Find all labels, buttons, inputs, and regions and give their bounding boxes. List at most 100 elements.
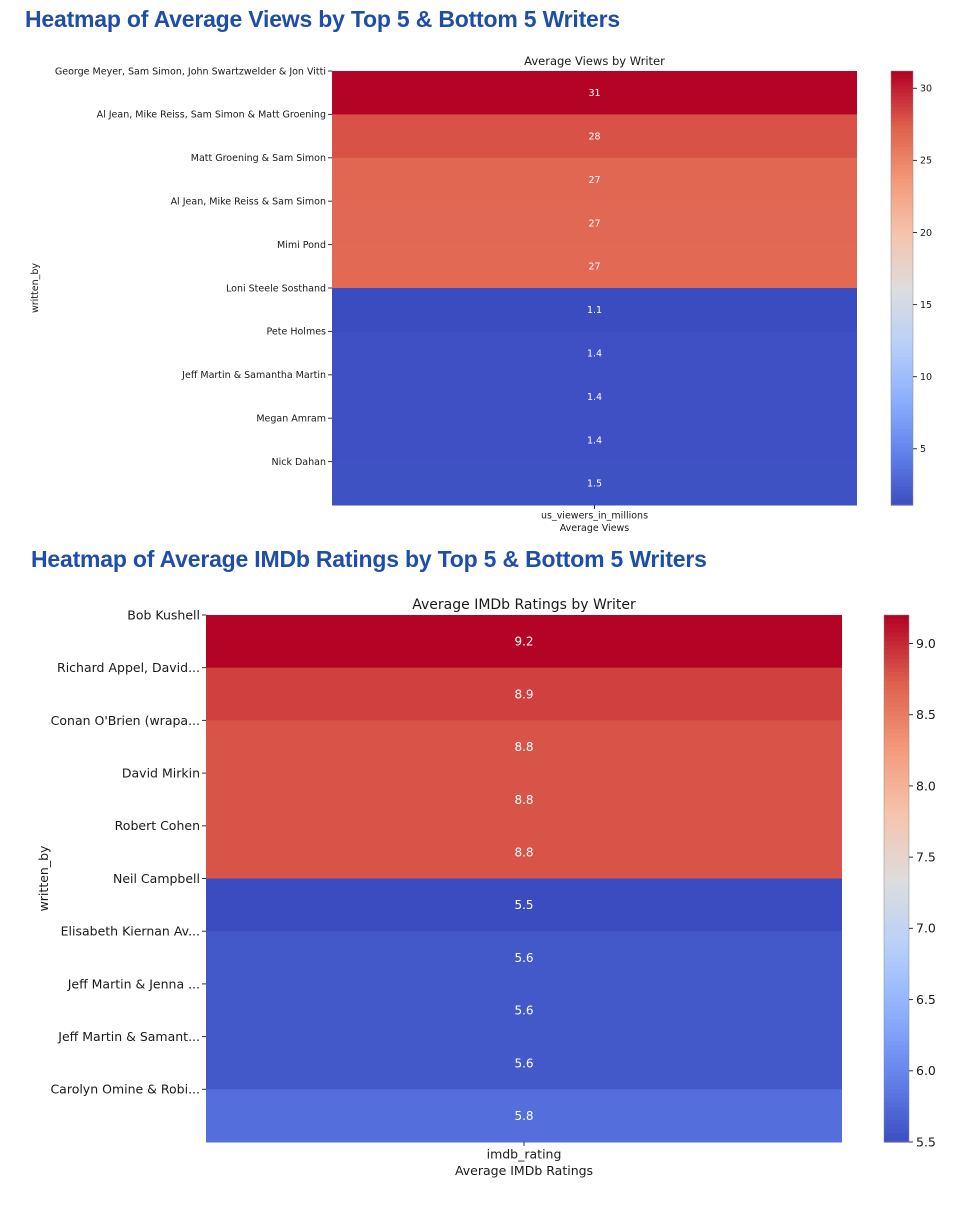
colorbar-segment bbox=[884, 1062, 909, 1068]
colorbar-segment bbox=[891, 392, 913, 398]
colorbar-segment bbox=[891, 291, 913, 296]
colorbar-tick-label: 5.5 bbox=[916, 1134, 936, 1149]
colorbar-segment bbox=[891, 110, 913, 115]
colorbar-segment bbox=[891, 302, 913, 307]
heatmap-cell bbox=[206, 931, 842, 985]
y-tick-label: Carolyn Omine & Robi... bbox=[50, 1082, 200, 1097]
colorbar-segment bbox=[891, 172, 913, 177]
x-axis-label: Average IMDb Ratings bbox=[455, 1163, 593, 1178]
colorbar-segment bbox=[884, 957, 909, 963]
colorbar-segment bbox=[884, 645, 909, 651]
colorbar-segment bbox=[891, 240, 913, 246]
chart-title: Average IMDb Ratings by Writer bbox=[412, 597, 636, 613]
colorbar-segment bbox=[891, 226, 913, 231]
colorbar-segment bbox=[884, 755, 909, 761]
colorbar-segment bbox=[891, 121, 913, 126]
colorbar-segment bbox=[884, 729, 909, 735]
colorbar-segment bbox=[891, 204, 913, 210]
heatmap-cell bbox=[206, 878, 842, 932]
colorbar-segment bbox=[884, 812, 909, 818]
colorbar-segment bbox=[884, 966, 909, 972]
colorbar-segment bbox=[891, 331, 913, 336]
colorbar-segment bbox=[884, 909, 909, 915]
colorbar-segment bbox=[891, 385, 913, 390]
colorbar-segment bbox=[884, 746, 909, 752]
colorbar-segment bbox=[891, 154, 913, 159]
heatmap-cell bbox=[332, 418, 857, 463]
heatmap-cell bbox=[332, 201, 857, 246]
colorbar-segment bbox=[884, 654, 909, 660]
colorbar-segment bbox=[891, 389, 913, 394]
colorbar-segment bbox=[891, 136, 913, 141]
colorbar-segment bbox=[884, 689, 909, 695]
colorbar-segment bbox=[891, 468, 913, 474]
cell-value-label: 5.5 bbox=[514, 898, 533, 912]
colorbar-segment bbox=[884, 1045, 909, 1051]
cell-value-label: 1.4 bbox=[587, 435, 602, 446]
colorbar-segment bbox=[884, 1093, 909, 1099]
colorbar-segment bbox=[891, 371, 913, 376]
cell-value-label: 1.5 bbox=[587, 479, 602, 490]
colorbar-segment bbox=[884, 1076, 909, 1082]
colorbar-segment bbox=[884, 742, 909, 748]
colorbar-segment bbox=[884, 830, 909, 836]
colorbar-segment bbox=[891, 439, 913, 445]
colorbar-segment bbox=[891, 353, 913, 358]
colorbar-segment bbox=[884, 615, 909, 620]
colorbar-segment bbox=[884, 882, 909, 888]
colorbar-segment bbox=[884, 1058, 909, 1064]
colorbar-segment bbox=[884, 1133, 909, 1139]
heatmap-cell bbox=[206, 983, 842, 1038]
colorbar-segment bbox=[891, 157, 913, 163]
colorbar-segment bbox=[884, 1036, 909, 1042]
y-axis-label: written_by bbox=[36, 845, 51, 911]
colorbar-segment bbox=[884, 939, 909, 945]
colorbar-segment bbox=[884, 676, 909, 682]
colorbar-segment bbox=[884, 825, 909, 831]
colorbar-segment bbox=[884, 759, 909, 765]
colorbar-segment bbox=[891, 382, 913, 387]
colorbar-segment bbox=[884, 975, 909, 981]
colorbar-segment bbox=[891, 92, 913, 97]
colorbar-segment bbox=[891, 407, 913, 412]
cell-value-label: 8.8 bbox=[514, 740, 533, 754]
y-tick-label: Nick Dahan bbox=[272, 457, 327, 468]
views-heatmap-heading: Heatmap of Average Views by Top 5 & Bott… bbox=[25, 6, 620, 32]
colorbar-segment bbox=[884, 658, 909, 664]
y-tick-label: Jeff Martin & Samant... bbox=[57, 1029, 200, 1044]
colorbar-segment bbox=[891, 259, 913, 264]
cell-value-label: 28 bbox=[588, 132, 600, 143]
colorbar-segment bbox=[891, 85, 913, 90]
colorbar-segment bbox=[884, 650, 909, 656]
colorbar-segment bbox=[891, 335, 913, 340]
colorbar-segment bbox=[884, 803, 909, 809]
colorbar-segment bbox=[884, 1001, 909, 1007]
colorbar-segment bbox=[891, 497, 913, 502]
colorbar-segment bbox=[884, 628, 909, 634]
y-tick-label: Mimi Pond bbox=[277, 240, 326, 251]
colorbar-segment bbox=[884, 1124, 909, 1130]
cell-value-label: 27 bbox=[588, 175, 600, 186]
colorbar-segment bbox=[891, 262, 913, 267]
cell-value-label: 31 bbox=[588, 88, 600, 99]
colorbar-segment bbox=[884, 1120, 909, 1126]
colorbar-segment bbox=[884, 1027, 909, 1033]
colorbar-segment bbox=[884, 821, 909, 827]
colorbar-segment bbox=[891, 501, 913, 506]
colorbar-segment bbox=[884, 685, 909, 691]
colorbar-segment bbox=[884, 1115, 909, 1121]
colorbar-segment bbox=[884, 852, 909, 858]
colorbar-segment bbox=[884, 1111, 909, 1117]
y-tick-label: Jeff Martin & Samantha Martin bbox=[181, 370, 326, 381]
colorbar-segment bbox=[891, 161, 913, 166]
colorbar-segment bbox=[891, 99, 913, 105]
colorbar-tick-label: 7.0 bbox=[916, 921, 936, 936]
colorbar-segment bbox=[884, 865, 909, 871]
colorbar-segment bbox=[891, 320, 913, 325]
colorbar-segment bbox=[891, 125, 913, 130]
colorbar-segment bbox=[884, 672, 909, 678]
heatmap-cell bbox=[206, 720, 842, 774]
colorbar-segment bbox=[884, 847, 909, 853]
colorbar-segment bbox=[891, 494, 913, 499]
colorbar-segment bbox=[891, 313, 913, 318]
